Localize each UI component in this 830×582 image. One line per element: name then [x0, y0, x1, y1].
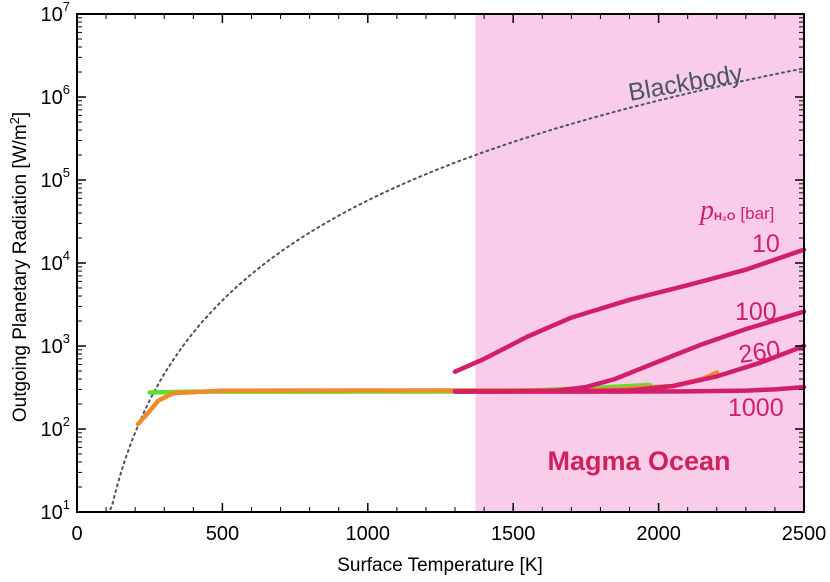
axis-ticks: 0 500 1000 1500 2000 2500 101 102 103 104 105 106 10…: [41, 0, 827, 545]
ph2o-p: p: [698, 195, 714, 226]
y-tick-label: 101: [41, 497, 70, 524]
y-axis-label-end: ]: [10, 112, 31, 117]
y-tick-label: 102: [41, 414, 70, 441]
ph2o-legend-title: pH₂O [bar]: [698, 195, 774, 226]
series-10: [452, 247, 807, 374]
y-axis-label-sup: 2: [7, 117, 22, 124]
x-tick-label: 1500: [491, 523, 536, 545]
y-tick-label: 107: [41, 0, 70, 26]
chart-labels: Surface Temperature [K] Outgoing Planeta…: [7, 59, 784, 576]
y-tick-label: 106: [41, 82, 70, 109]
y-axis-label: Outgoing Planetary Radiation [W/m2]: [7, 112, 31, 422]
x-tick-label: 500: [206, 523, 239, 545]
y-tick-label: 105: [41, 165, 70, 192]
y-axis-label-main: Outgoing Planetary Radiation [W/m: [10, 124, 31, 422]
x-tick-label: 0: [71, 523, 82, 545]
plot-area: [475, 14, 804, 512]
series-layer: [105, 67, 807, 513]
curve-label-260: 260: [737, 335, 782, 369]
y-tick-label: 103: [41, 331, 70, 358]
curve-label-1000: 1000: [728, 394, 784, 422]
x-tick-label: 1000: [346, 523, 391, 545]
blackbody-curve: [105, 67, 805, 513]
ph2o-subscript: H₂O: [714, 211, 736, 223]
series-1000: [452, 384, 807, 394]
x-tick-label: 2500: [782, 523, 827, 545]
y-tick-label: 104: [41, 248, 70, 275]
curve-label-100: 100: [735, 298, 777, 326]
magma-ocean-label: Magma Ocean: [547, 446, 730, 476]
x-tick-label: 2000: [636, 523, 681, 545]
x-axis-label: Surface Temperature [K]: [337, 555, 543, 576]
magma-ocean-region: [475, 14, 804, 512]
ph2o-unit: [bar]: [740, 204, 774, 223]
curve-label-10: 10: [752, 230, 780, 258]
